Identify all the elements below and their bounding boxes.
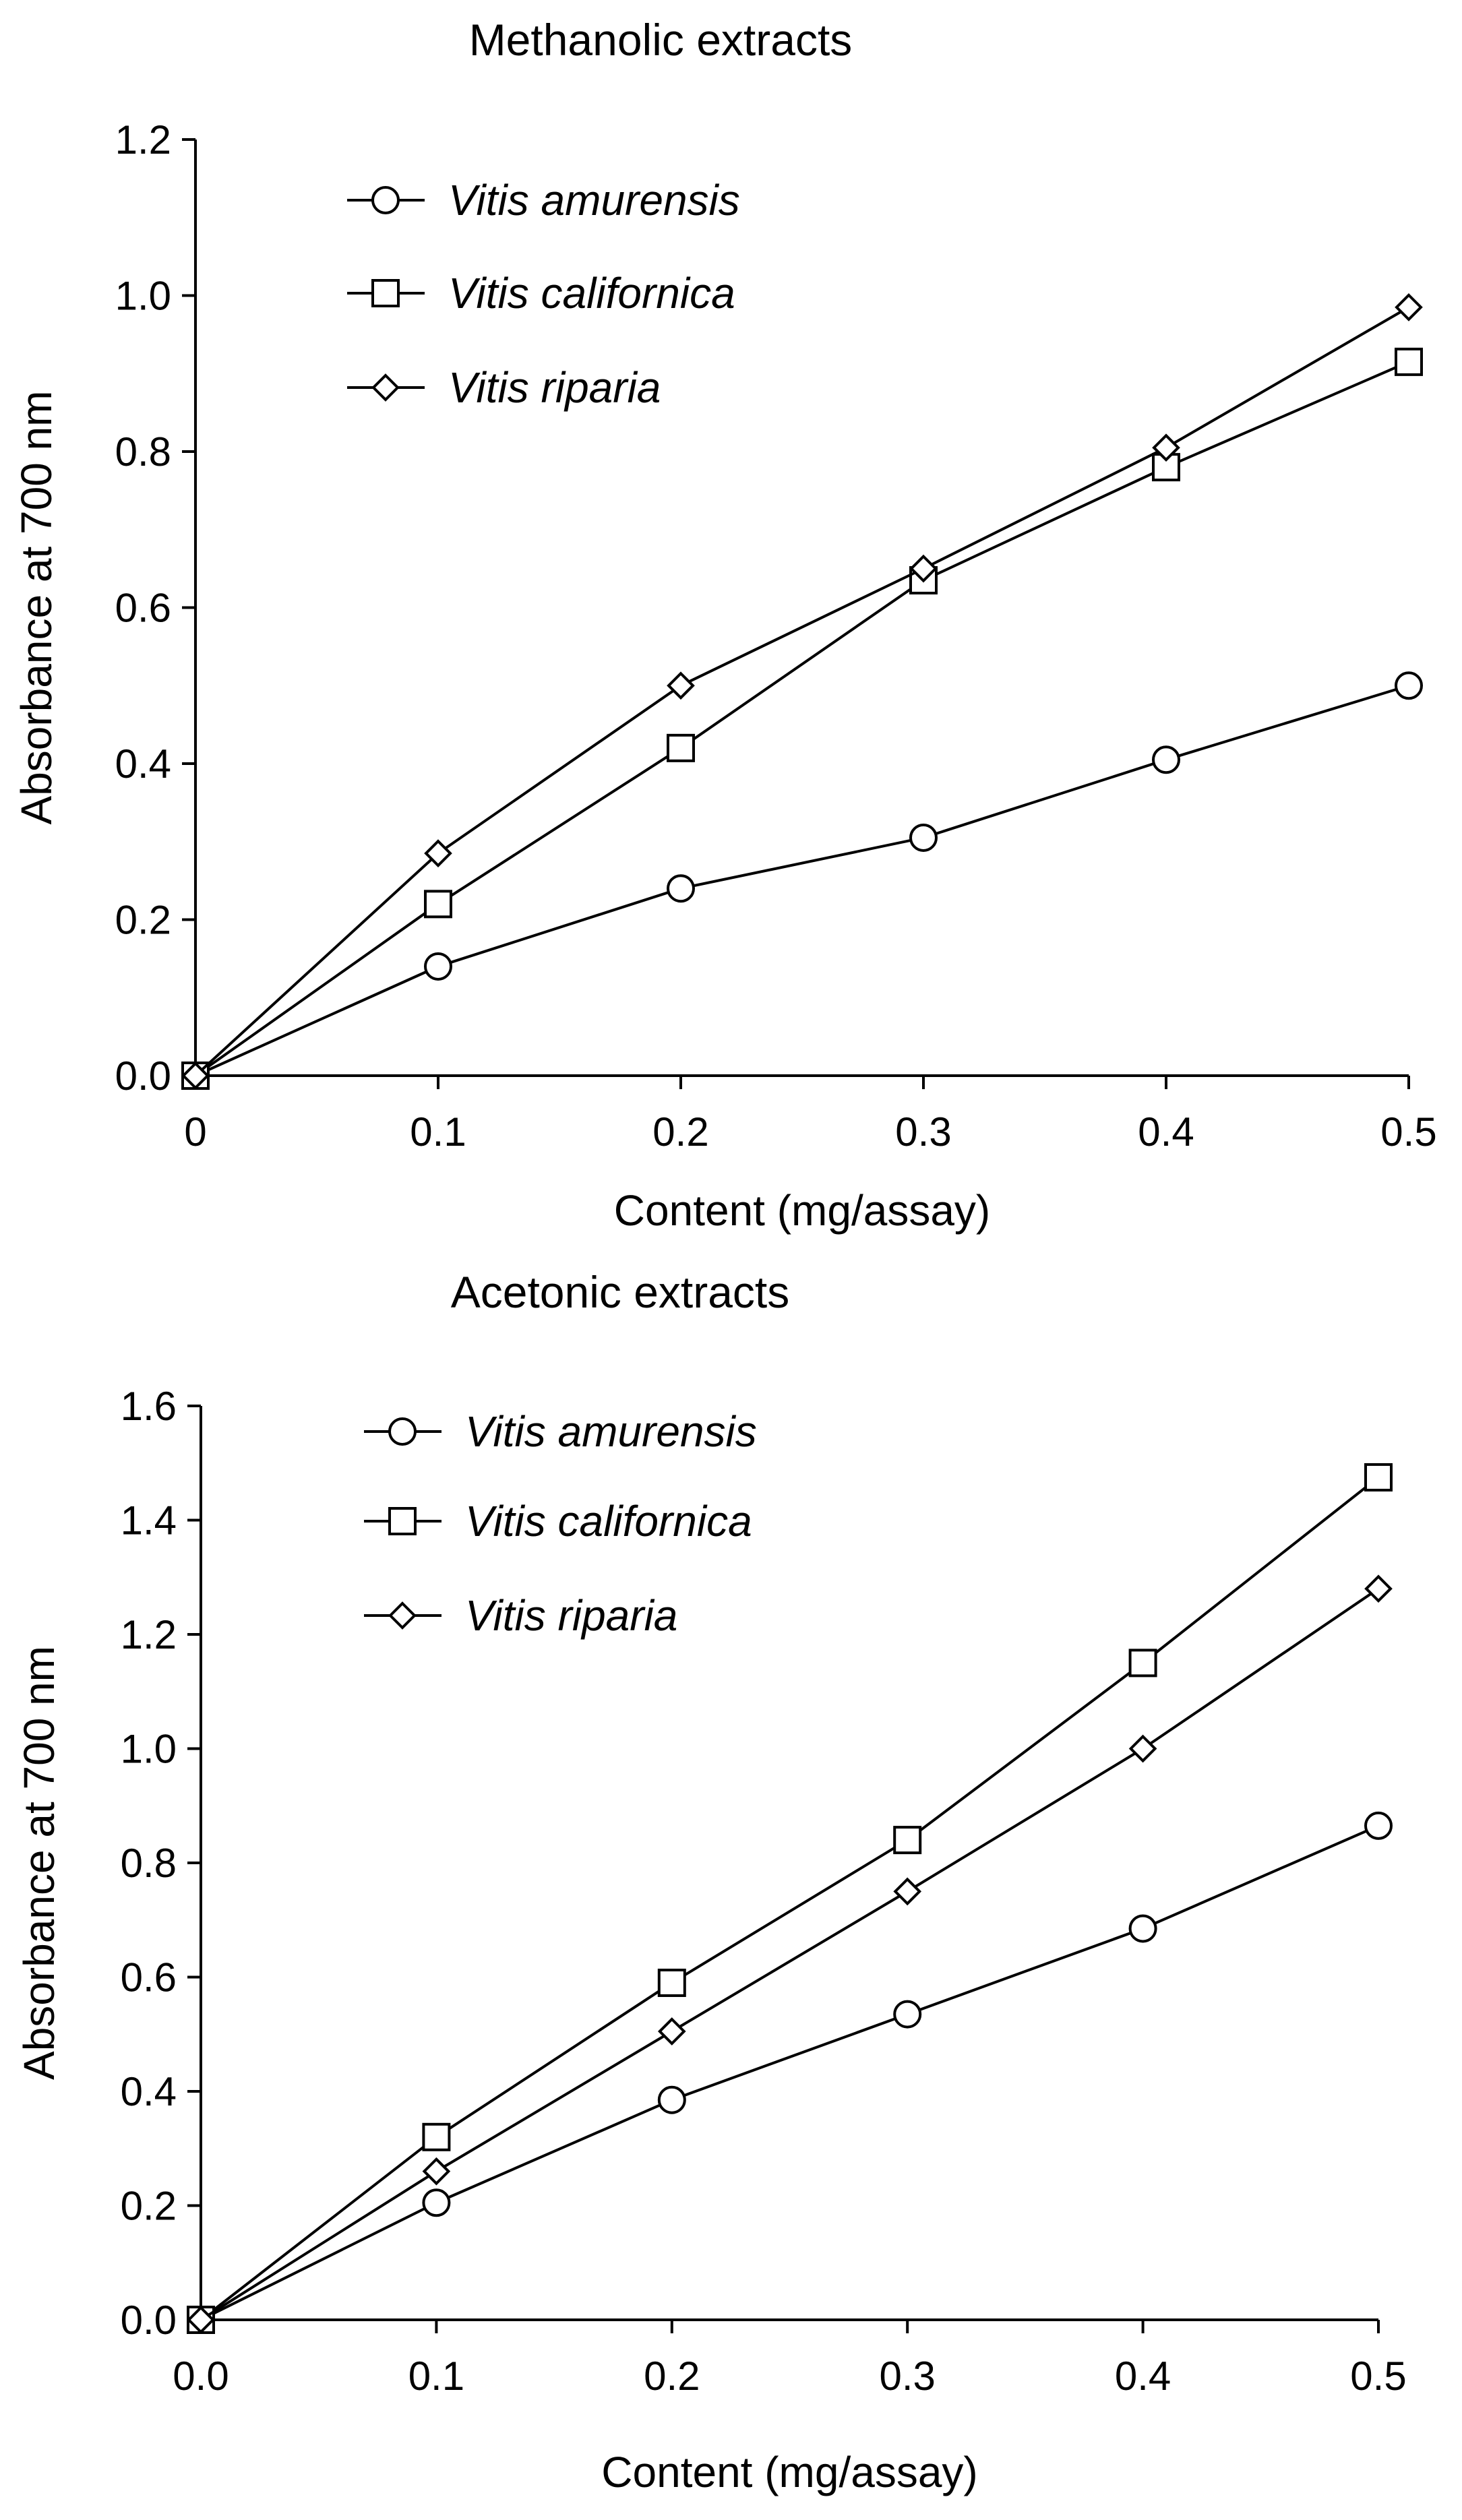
data-point-vitis-amurensis <box>1152 745 1180 774</box>
data-point-vitis-riparia <box>1128 1734 1157 1763</box>
x-tick-label: 0.4 <box>1138 1109 1194 1155</box>
legend-marker-vitis-californica <box>371 279 400 307</box>
legend-label-vitis-amurensis: Vitis amurensis <box>448 176 740 224</box>
x-tick-label: 0.5 <box>1380 1109 1436 1155</box>
x-tick-label: 0.1 <box>410 1109 466 1155</box>
data-point-vitis-riparia <box>1364 1574 1393 1603</box>
data-point-vitis-riparia <box>181 1062 210 1090</box>
legend-label-vitis-riparia: Vitis riparia <box>465 1591 677 1640</box>
x-tick-label: 0.4 <box>1115 2354 1171 2399</box>
x-tick-label: 0.2 <box>652 1109 708 1155</box>
data-point-vitis-riparia <box>909 554 938 583</box>
series-vitis-amurensis <box>187 1811 1393 2334</box>
y-tick-label: 0.0 <box>115 1053 171 1099</box>
data-point-vitis-amurensis <box>424 952 452 981</box>
data-point-vitis-amurensis <box>422 2188 451 2217</box>
series-vitis-californica <box>181 347 1423 1090</box>
data-point-vitis-californica <box>1395 347 1423 376</box>
series-line-vitis-riparia <box>194 306 1410 1077</box>
legend-marker-vitis-amurensis <box>388 1417 417 1446</box>
y-tick-label: 0.6 <box>115 586 171 631</box>
data-point-vitis-amurensis <box>909 823 938 852</box>
legend-label-vitis-californica: Vitis californica <box>448 269 735 317</box>
data-point-vitis-riparia <box>893 1877 922 1906</box>
y-tick-label: 0.6 <box>121 1955 177 2000</box>
y-tick-label: 0.2 <box>115 898 171 943</box>
series-line-vitis-amurensis <box>200 1824 1379 2321</box>
chart-title: Acetonic extracts <box>451 1267 790 1317</box>
x-tick-label: 0.2 <box>644 2354 700 2399</box>
x-tick-label: 0 <box>184 1109 206 1155</box>
y-axis-title: Absorbance at 700 nm <box>12 391 61 825</box>
x-tick-label: 0.5 <box>1350 2354 1406 2399</box>
legend-marker-vitis-amurensis <box>371 186 400 214</box>
x-tick-label: 0.0 <box>173 2354 229 2399</box>
series-line-vitis-amurensis <box>195 684 1409 1077</box>
legend: Vitis amurensis Vitis californica Vitis ri… <box>364 1407 757 1640</box>
data-point-vitis-amurensis <box>667 874 695 903</box>
data-point-vitis-amurensis <box>1364 1811 1393 1840</box>
data-point-vitis-riparia <box>667 671 695 700</box>
legend-label-vitis-amurensis: Vitis amurensis <box>465 1407 757 1456</box>
series-vitis-riparia <box>187 1574 1393 2334</box>
x-axis-title: Content (mg/assay) <box>614 1186 990 1235</box>
chart-title: Methanolic extracts <box>469 15 853 65</box>
y-tick-label: 0.8 <box>121 1841 177 1886</box>
series-vitis-amurensis <box>181 671 1423 1090</box>
chart-acetonic: Acetonic extracts 0.0 0.2 0.4 0.6 0.8 1.0 1.2 1.… <box>15 1267 1407 2496</box>
series-vitis-californica <box>187 1463 1393 2334</box>
data-point-vitis-californica <box>1364 1463 1393 1492</box>
x-axis-title: Content (mg/assay) <box>601 2448 977 2496</box>
legend: Vitis amurensis Vitis californica Vitis ri… <box>347 176 740 412</box>
y-tick-label: 1.0 <box>121 1727 177 1772</box>
data-point-vitis-riparia <box>424 839 452 867</box>
data-point-vitis-californica <box>422 2122 451 2151</box>
legend-marker-vitis-riparia <box>371 373 400 402</box>
legend-label-vitis-riparia: Vitis riparia <box>448 363 661 412</box>
data-point-vitis-californica <box>893 1826 922 1855</box>
series-line-vitis-californica <box>194 361 1409 1077</box>
x-tick-label: 0.3 <box>879 2354 935 2399</box>
data-point-vitis-riparia <box>1395 293 1423 321</box>
y-tick-label: 1.2 <box>121 1612 177 1657</box>
x-tick-label: 0.1 <box>408 2354 464 2399</box>
legend-marker-vitis-californica <box>388 1507 417 1535</box>
y-tick-label: 0.8 <box>115 429 171 474</box>
data-point-vitis-californica <box>424 890 452 919</box>
y-tick-label: 0.4 <box>115 741 171 787</box>
legend-label-vitis-californica: Vitis californica <box>465 1497 752 1545</box>
data-point-vitis-californica <box>657 1968 686 1997</box>
x-tick-label: 0.3 <box>895 1109 951 1155</box>
y-tick-label: 0.2 <box>121 2184 177 2229</box>
data-point-vitis-amurensis <box>893 2000 922 2029</box>
y-tick-label: 0.0 <box>121 2298 177 2343</box>
data-point-vitis-riparia <box>1152 433 1180 462</box>
data-point-vitis-californica <box>667 733 695 762</box>
chart-methanolic: Methanolic extracts 0.0 0.2 0.4 0.6 0.8 1.0 1.2… <box>12 15 1437 1235</box>
series-line-vitis-riparia <box>200 1587 1380 2321</box>
data-point-vitis-riparia <box>187 2306 215 2334</box>
data-point-vitis-californica <box>1128 1649 1157 1678</box>
data-point-vitis-amurensis <box>1128 1914 1157 1943</box>
y-axis-title: Absorbance at 700 nm <box>15 1646 63 2080</box>
legend-marker-vitis-riparia <box>388 1601 417 1630</box>
y-tick-label: 1.0 <box>115 274 171 319</box>
series-line-vitis-californica <box>200 1476 1380 2321</box>
data-point-vitis-riparia <box>422 2157 451 2186</box>
y-tick-label: 1.4 <box>121 1498 177 1543</box>
data-point-vitis-amurensis <box>657 2085 686 2114</box>
y-tick-label: 0.4 <box>121 2069 177 2114</box>
y-tick-label: 1.2 <box>115 117 171 162</box>
y-tick-label: 1.6 <box>121 1384 177 1429</box>
series-vitis-riparia <box>181 293 1423 1090</box>
data-point-vitis-riparia <box>657 2017 686 2046</box>
data-point-vitis-amurensis <box>1395 671 1423 700</box>
